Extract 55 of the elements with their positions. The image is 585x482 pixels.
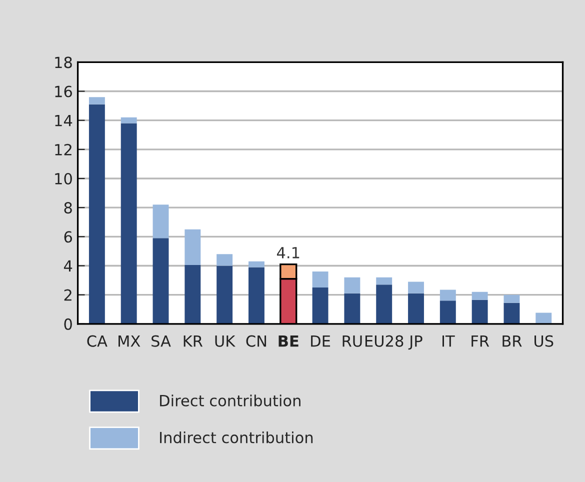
bar xyxy=(248,267,264,324)
x-tick-label: BE xyxy=(278,335,298,347)
bar xyxy=(88,104,105,324)
y-tick-label: 16 xyxy=(55,86,72,98)
bar xyxy=(440,300,456,324)
x-tick-label: BR xyxy=(502,335,522,347)
bar xyxy=(120,123,137,324)
x-tick-label: US xyxy=(534,335,554,347)
x-tick-label: FR xyxy=(472,335,490,347)
bar xyxy=(152,204,169,238)
x-tick-label: MX xyxy=(118,335,140,347)
x-tick-label: JP xyxy=(408,335,422,350)
bar xyxy=(504,294,520,303)
bar xyxy=(184,265,201,324)
y-tick-label: 10 xyxy=(55,172,72,185)
x-tick-label: IT xyxy=(442,335,455,347)
y-tick-label: 8 xyxy=(64,202,72,214)
x-tick-label: SA xyxy=(152,335,171,347)
y-tick-label: 18 xyxy=(55,56,72,68)
bar xyxy=(312,272,328,288)
bar xyxy=(184,229,201,266)
bar xyxy=(216,266,233,324)
bar xyxy=(472,292,488,300)
legend-label: Indirect contribution xyxy=(160,431,313,444)
x-tick-label: RU xyxy=(342,335,362,347)
bar xyxy=(376,277,392,285)
x-tick-label: KR xyxy=(184,335,203,347)
bar xyxy=(408,282,424,294)
bar xyxy=(536,312,552,324)
bar xyxy=(248,261,264,268)
y-tick-label: 4 xyxy=(64,260,72,272)
x-tick-label: CN xyxy=(246,335,266,347)
bar xyxy=(408,293,424,324)
legend-label: Direct contribution xyxy=(160,394,300,406)
bar xyxy=(88,97,105,104)
total-label: 4.1 xyxy=(276,247,300,258)
bar xyxy=(472,300,488,324)
bar xyxy=(440,290,456,301)
y-tick-label: 12 xyxy=(55,144,72,156)
x-tick-label: DE xyxy=(311,335,330,347)
x-tick-label: UK xyxy=(215,335,236,347)
x-tick-label: CA xyxy=(87,335,108,347)
bar xyxy=(152,238,169,324)
y-tick-label: 6 xyxy=(64,231,72,243)
y-tick-label: 0 xyxy=(64,318,72,330)
bar xyxy=(344,293,360,324)
bar xyxy=(312,288,328,324)
x-tick-label: EU28 xyxy=(365,335,404,347)
y-tick-label: 2 xyxy=(64,289,72,301)
y-tick-label: 14 xyxy=(55,115,72,126)
bar xyxy=(376,284,392,324)
bar xyxy=(344,277,360,294)
bar xyxy=(216,254,233,266)
bar xyxy=(504,302,520,324)
bar xyxy=(120,117,137,124)
